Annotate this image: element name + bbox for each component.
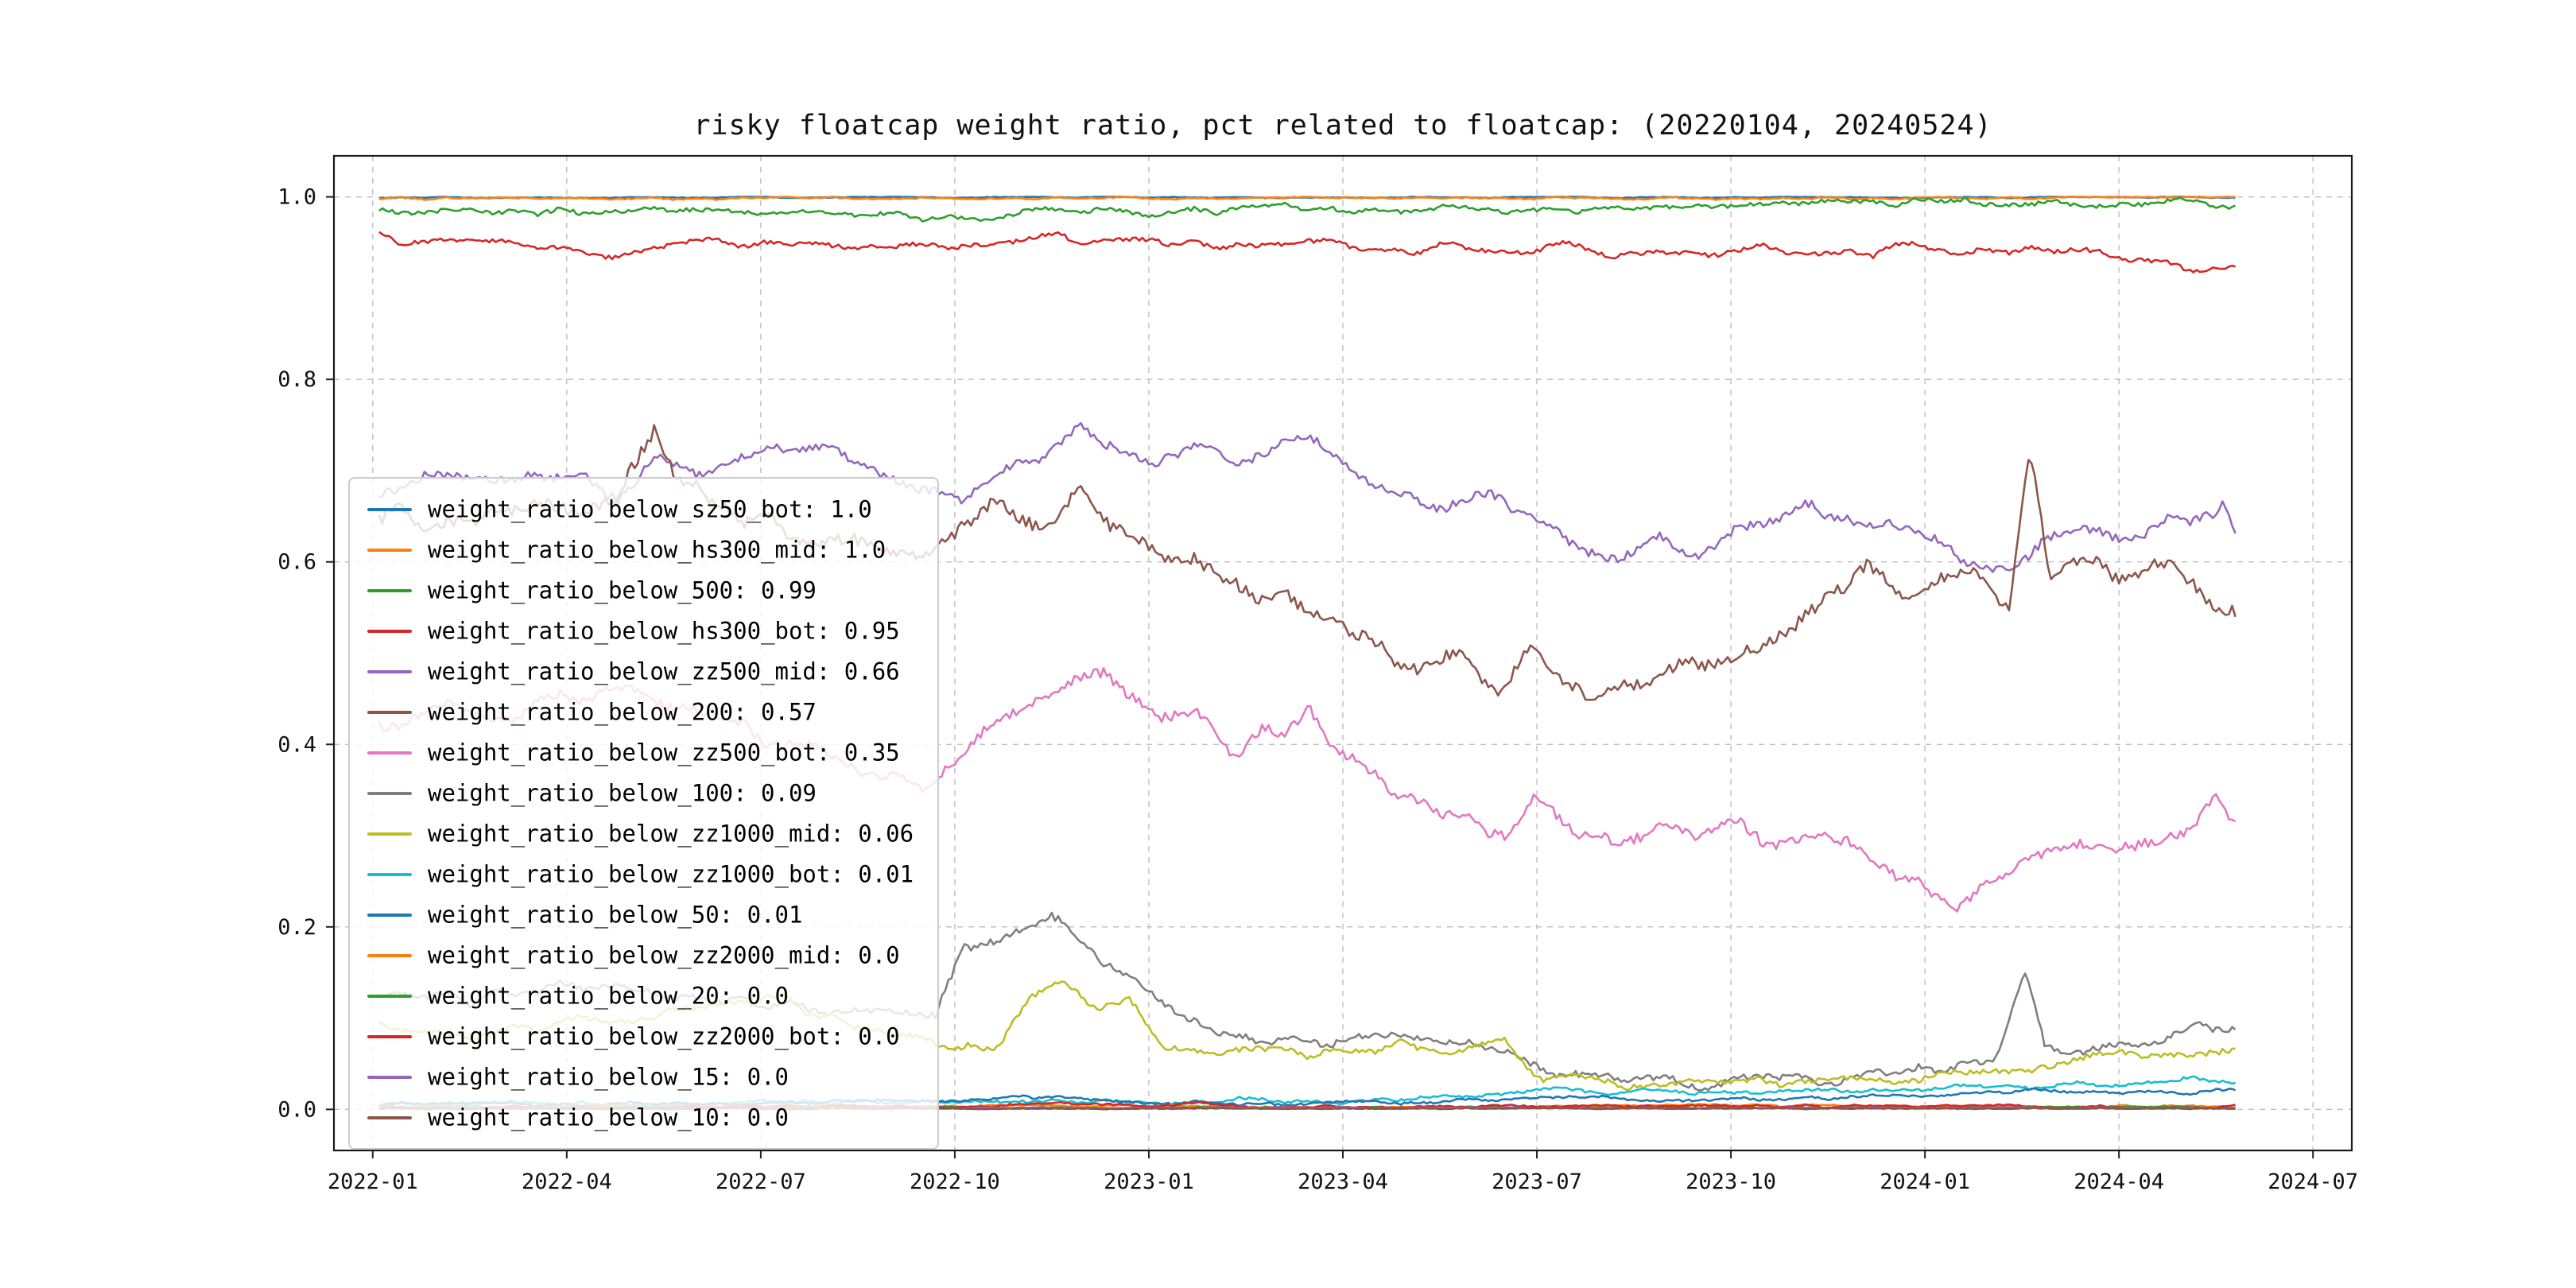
x-tick-label: 2024-07 (2268, 1170, 2358, 1194)
series-line-weight_ratio_below_zz500_mid (378, 421, 2237, 573)
legend-item: weight_ratio_below_zz1000_bot: 0.01 (367, 853, 914, 894)
series-line-weight_ratio_below_500 (378, 196, 2237, 223)
legend-label: weight_ratio_below_200: 0.57 (428, 698, 817, 726)
x-tick-label: 2023-04 (1298, 1170, 1388, 1194)
legend-label: weight_ratio_below_zz500_mid: 0.66 (428, 658, 900, 685)
legend-item: weight_ratio_below_50: 0.01 (367, 894, 914, 934)
y-tick-label: 0.8 (277, 367, 316, 392)
legend-swatch (367, 589, 412, 592)
legend-swatch (367, 711, 412, 714)
legend-label: weight_ratio_below_zz2000_bot: 0.0 (428, 1022, 900, 1050)
legend: weight_ratio_below_sz50_bot: 1.0 weight_r… (348, 477, 940, 1150)
x-tick-label: 2022-01 (328, 1170, 418, 1194)
chart-title: risky floatcap weight ratio, pct related… (693, 110, 1992, 142)
x-tick-label: 2024-04 (2074, 1170, 2164, 1194)
legend-item: weight_ratio_below_zz1000_mid: 0.06 (367, 813, 914, 853)
legend-label: weight_ratio_below_hs300_bot: 0.95 (428, 617, 900, 645)
legend-label: weight_ratio_below_zz1000_bot: 0.01 (428, 860, 914, 888)
legend-item: weight_ratio_below_zz2000_mid: 0.0 (367, 934, 914, 975)
legend-item: weight_ratio_below_zz2000_bot: 0.0 (367, 1015, 914, 1056)
x-tick-label: 2024-01 (1880, 1170, 1970, 1194)
legend-swatch (367, 549, 412, 552)
legend-item: weight_ratio_below_20: 0.0 (367, 975, 914, 1015)
legend-item: weight_ratio_below_100: 0.09 (367, 772, 914, 813)
y-tick-label: 0.4 (277, 732, 316, 757)
legend-label: weight_ratio_below_hs300_mid: 1.0 (428, 536, 886, 564)
x-tick-label: 2023-01 (1104, 1170, 1194, 1194)
legend-swatch (367, 873, 412, 876)
legend-item: weight_ratio_below_hs300_bot: 0.95 (367, 610, 914, 650)
y-tick-label: 0.6 (277, 550, 316, 575)
legend-item: weight_ratio_below_200: 0.57 (367, 691, 914, 731)
legend-label: weight_ratio_below_50: 0.01 (428, 901, 803, 929)
legend-label: weight_ratio_below_100: 0.09 (428, 779, 817, 807)
legend-swatch (367, 670, 412, 673)
legend-label: weight_ratio_below_zz1000_mid: 0.06 (428, 820, 914, 848)
x-tick-label: 2022-10 (910, 1170, 1000, 1194)
x-tick-label: 2022-07 (716, 1170, 806, 1194)
legend-label: weight_ratio_below_10: 0.0 (428, 1104, 789, 1131)
legend-item: weight_ratio_below_15: 0.0 (367, 1056, 914, 1096)
legend-label: weight_ratio_below_500: 0.99 (428, 576, 817, 604)
legend-swatch (367, 508, 412, 511)
legend-item: weight_ratio_below_sz50_bot: 1.0 (367, 488, 914, 529)
y-tick-label: 0.2 (277, 915, 316, 940)
legend-label: weight_ratio_below_sz50_bot: 1.0 (428, 495, 872, 523)
y-tick-label: 1.0 (277, 185, 316, 210)
y-tick-label: 0.0 (277, 1097, 316, 1122)
legend-swatch (367, 751, 412, 755)
legend-swatch (367, 832, 412, 836)
series-line-weight_ratio_below_hs300_mid (378, 196, 2236, 201)
legend-label: weight_ratio_below_15: 0.0 (428, 1063, 789, 1091)
legend-item: weight_ratio_below_zz500_mid: 0.66 (367, 650, 914, 691)
legend-item: weight_ratio_below_hs300_mid: 1.0 (367, 529, 914, 569)
legend-swatch (367, 914, 412, 917)
legend-item: weight_ratio_below_10: 0.0 (367, 1096, 914, 1137)
legend-swatch (367, 1035, 412, 1038)
legend-swatch (367, 792, 412, 795)
legend-label: weight_ratio_below_zz2000_mid: 0.0 (428, 941, 900, 969)
legend-swatch (367, 995, 412, 998)
series-line-weight_ratio_below_hs300_bot (378, 231, 2236, 274)
legend-swatch (367, 630, 412, 633)
legend-item: weight_ratio_below_zz500_bot: 0.35 (367, 731, 914, 772)
legend-item: weight_ratio_below_500: 0.99 (367, 569, 914, 610)
legend-label: weight_ratio_below_zz500_bot: 0.35 (428, 739, 900, 766)
x-tick-label: 2023-10 (1686, 1170, 1776, 1194)
x-tick-label: 2023-07 (1492, 1170, 1582, 1194)
legend-swatch (367, 1076, 412, 1079)
x-tick-label: 2022-04 (522, 1170, 612, 1194)
legend-swatch (367, 1116, 412, 1119)
legend-swatch (367, 954, 412, 957)
axes-border (332, 154, 2353, 1152)
legend-label: weight_ratio_below_20: 0.0 (428, 982, 789, 1010)
